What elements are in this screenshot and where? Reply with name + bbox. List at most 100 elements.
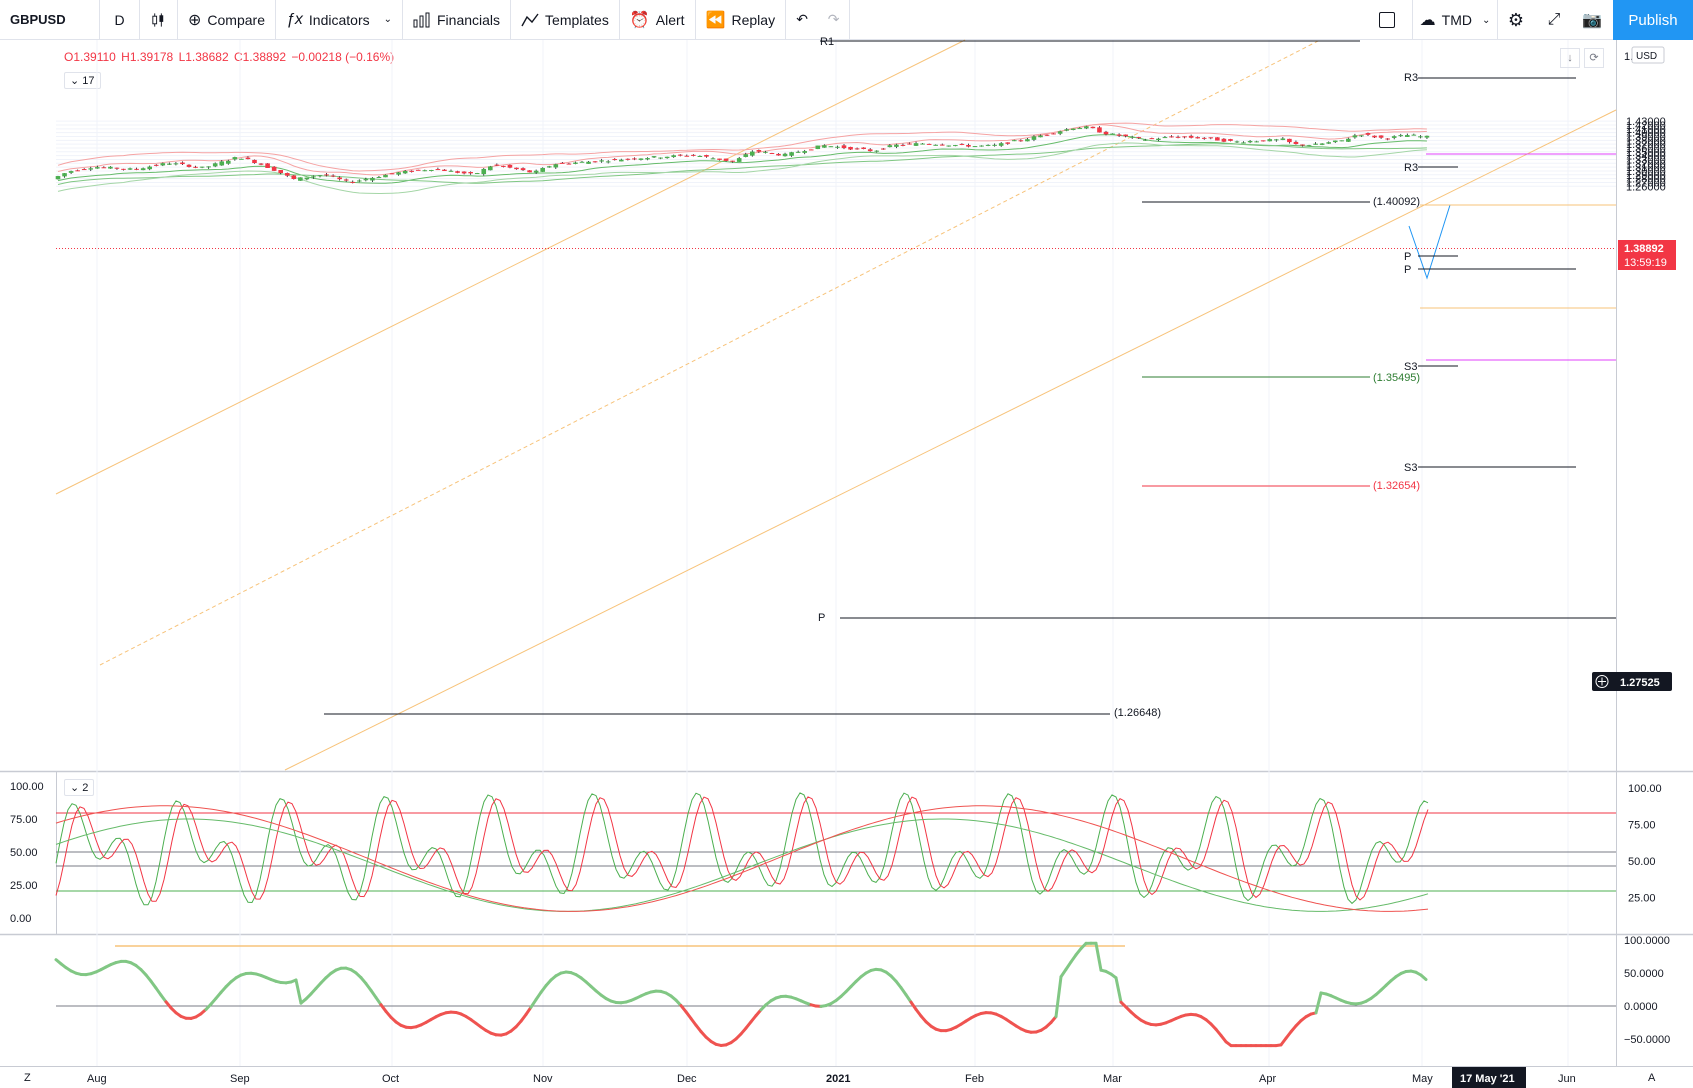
settings-button[interactable]: ⚙ <box>1498 0 1534 40</box>
cci-segment <box>254 972 263 977</box>
level-label-3: (1.32654) <box>1373 480 1420 492</box>
osc-left-label: 0.00 <box>10 913 31 925</box>
cci-segment <box>199 1007 208 1016</box>
price-label-top: 1.4 <box>1624 51 1639 63</box>
candle-body <box>867 149 873 152</box>
cci-segment <box>514 1019 523 1029</box>
chevron-down-icon: ⌄ <box>70 782 80 794</box>
cci-segment <box>264 975 273 982</box>
candle-body <box>592 161 598 163</box>
candle-body <box>1319 143 1325 145</box>
candle-body <box>717 158 722 160</box>
candle-body <box>435 169 441 171</box>
layout-menu[interactable]: ☁ TMD ⌄ <box>1412 0 1498 40</box>
candle-body <box>1287 138 1292 143</box>
undo-button[interactable]: ↶ <box>786 0 818 40</box>
templates-button[interactable]: Templates <box>511 0 620 40</box>
cci-segment <box>804 1001 813 1007</box>
cci-segment <box>394 1020 403 1027</box>
cci-segment <box>84 972 93 977</box>
cci-segment <box>274 979 283 985</box>
price-tick-label: 1.43000 <box>1626 116 1666 128</box>
cci-segment <box>669 994 678 1002</box>
candle-body <box>121 168 126 170</box>
cci-segment <box>754 1008 763 1018</box>
cci-segment <box>774 995 783 1000</box>
level-annotations: R1 R3 R3 P P S3 S3 P (1.40092) (1.35495)… <box>818 36 1420 719</box>
cci-segment <box>904 993 913 1004</box>
middle-band <box>57 134 1427 184</box>
cci-segment <box>1164 1019 1173 1025</box>
legend-change: −0.00218 (−0.16%) <box>291 50 395 64</box>
pivot-label: P <box>1404 264 1411 276</box>
arrow-down-icon: ↓ <box>1567 52 1573 64</box>
cci-segment <box>1194 1013 1203 1019</box>
cci-segment <box>1174 1014 1183 1021</box>
expand-icon: ⤢ <box>1547 11 1561 28</box>
cci-segment <box>1054 975 1063 1019</box>
candle-body <box>258 163 264 165</box>
time-tick-label: 2021 <box>826 1073 850 1085</box>
candle-body <box>612 159 618 161</box>
scroll-down-button[interactable]: ↓ <box>1560 48 1580 68</box>
reset-chart-button[interactable]: ⟳ <box>1584 48 1604 68</box>
time-tick-label: Oct <box>382 1073 399 1085</box>
auto-zoom-button[interactable]: Z <box>24 1072 31 1084</box>
time-tick-label: Apr <box>1259 1073 1276 1085</box>
fullscreen-button[interactable]: ⤢ <box>1536 0 1572 40</box>
candle-body <box>474 173 480 175</box>
financials-icon <box>413 12 430 27</box>
cci-segment <box>509 1025 518 1033</box>
candle-body <box>704 155 709 157</box>
price-tick-label: 1.26000 <box>1626 181 1666 193</box>
price-tick-label: 1.27000 <box>1626 177 1666 189</box>
redo-button[interactable]: ↷ <box>818 0 851 40</box>
indicators-button[interactable]: ƒx Indicators ⌄ <box>276 0 403 40</box>
cci-segment <box>349 968 358 975</box>
candle-body <box>127 168 133 170</box>
candle-body <box>546 166 552 168</box>
candle-body <box>533 170 539 173</box>
cci-segment <box>759 1003 768 1012</box>
cci-segment <box>674 998 683 1008</box>
financials-button[interactable]: Financials <box>403 0 512 40</box>
auto-scale-button[interactable]: A <box>1648 1072 1656 1084</box>
candle-body <box>304 177 310 180</box>
cci-segment <box>1274 1043 1283 1048</box>
undo-icon: ↶ <box>796 11 808 27</box>
fullscreen-layout-button[interactable] <box>1370 0 1404 40</box>
alert-button[interactable]: ⏰ Alert <box>620 0 696 40</box>
cci-axis-label: 50.0000 <box>1624 968 1664 980</box>
oscillator-collapse-button[interactable]: ⌄ 2 <box>64 779 95 796</box>
cci-segment <box>384 1009 393 1019</box>
candle-body <box>632 158 637 160</box>
candle-body <box>527 170 532 173</box>
publish-button[interactable]: Publish <box>1613 0 1693 40</box>
cci-segment <box>484 1028 493 1035</box>
candle-body <box>625 158 631 160</box>
cci-segment <box>769 996 778 1003</box>
candle-body <box>199 166 205 168</box>
symbol-search[interactable]: GBPUSD <box>0 0 100 40</box>
candle-body <box>330 175 336 177</box>
interval-button[interactable]: D <box>100 0 140 40</box>
snapshot-button[interactable]: 📷 <box>1574 0 1610 40</box>
indicators-collapse-button[interactable]: ⌄ 17 <box>64 72 101 89</box>
price-tick-label: 1.28000 <box>1626 174 1666 186</box>
cci-segment <box>559 970 568 975</box>
price-axis[interactable]: 1.4 USD 1.430001.420001.410001.400001.39… <box>1624 46 1666 193</box>
candle-body <box>1195 137 1200 139</box>
cci-segment <box>479 1025 488 1032</box>
candles-icon <box>152 12 164 27</box>
cci-segment <box>594 989 603 997</box>
replay-button[interactable]: ⏪ Replay <box>696 0 787 40</box>
projection-arrow <box>1408 204 1451 280</box>
level-label-2: (1.35495) <box>1373 372 1420 384</box>
cci-segment <box>519 1013 528 1023</box>
candle-body <box>501 165 506 167</box>
compare-button[interactable]: ⊕ Compare <box>178 0 276 40</box>
time-axis[interactable]: Aug Sep Oct Nov Dec 2021 Feb Mar Apr May Jun <box>87 1073 1576 1085</box>
chart-type-button[interactable] <box>140 0 178 40</box>
candle-body <box>913 143 919 146</box>
